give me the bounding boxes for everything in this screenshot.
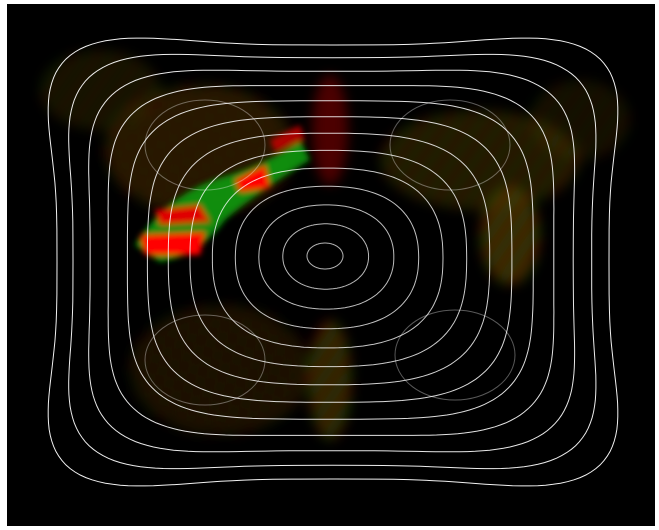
field-region xyxy=(140,232,205,255)
field-region xyxy=(40,50,160,130)
page: (() => { const svg = document.getElement… xyxy=(0,0,659,530)
field-visualization xyxy=(0,0,659,530)
field-region xyxy=(308,320,352,440)
